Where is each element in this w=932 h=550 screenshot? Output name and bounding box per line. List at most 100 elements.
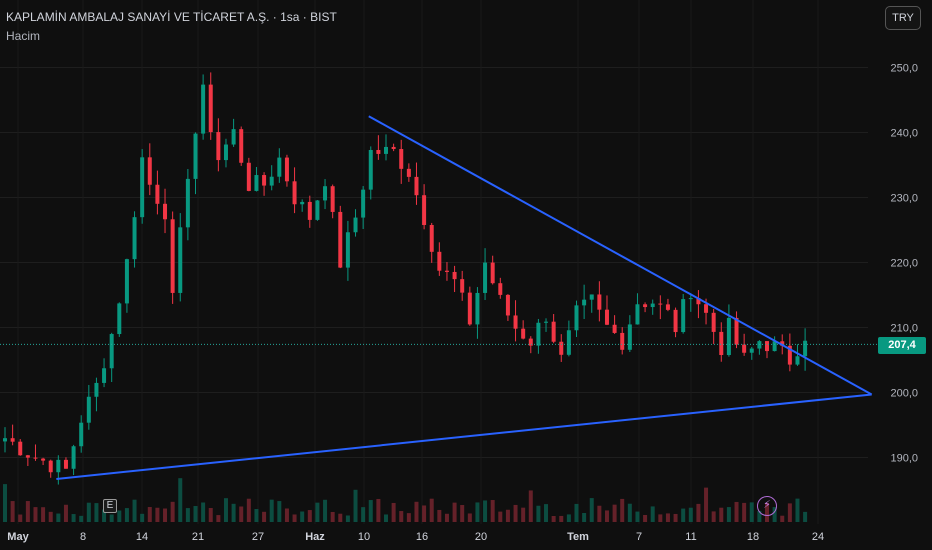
candle-body (498, 283, 503, 295)
candle-body (444, 270, 449, 272)
currency-button[interactable]: TRY (885, 6, 921, 30)
volume-bar (262, 511, 267, 522)
y-tick-label: 250,0 (890, 63, 918, 75)
volume-bar (284, 508, 289, 522)
volume-bar (551, 515, 556, 522)
x-tick-label: 7 (636, 531, 642, 543)
candle-body (765, 341, 769, 352)
candle-body (521, 328, 526, 339)
candle-body (3, 438, 7, 442)
volume-bar (33, 507, 38, 522)
volume-bar (604, 510, 609, 522)
volume-bar (239, 506, 244, 522)
candle-body (772, 341, 777, 352)
chart-title: KAPLAMİN AMBALAJ SANAYİ VE TİCARET A.Ş. … (6, 10, 337, 24)
volume-bar (124, 508, 129, 522)
candle-body (140, 157, 145, 218)
volume-bar (422, 505, 427, 522)
trendlines[interactable] (56, 115, 873, 480)
candle-body (56, 459, 61, 473)
candle-body (353, 217, 358, 233)
candle-body (688, 298, 693, 300)
volume-bar (521, 507, 526, 522)
candle-body (696, 298, 701, 305)
volume-bar (63, 504, 68, 522)
volume-bar (635, 511, 640, 522)
candle-body (239, 129, 244, 163)
candle-body (719, 331, 724, 356)
volume-bar (658, 514, 663, 522)
candle-body (704, 304, 709, 313)
x-tick-label: 14 (136, 531, 148, 543)
candle-body (544, 321, 549, 323)
y-tick-label: 240,0 (890, 128, 918, 140)
y-tick-label: 230,0 (890, 193, 918, 205)
volume-bar (300, 511, 305, 522)
volume-bar (795, 498, 800, 522)
candle-body (650, 303, 655, 308)
candle-body (284, 157, 289, 182)
y-axis: 190,0 200,0 210,0 220,0 230,0 240,0 250,0 (890, 63, 918, 465)
volume-bar (566, 514, 571, 522)
volume-indicator-label[interactable]: Hacim (6, 29, 41, 43)
lightning-icon[interactable]: ⚡ (757, 496, 777, 516)
candle-body (193, 133, 198, 179)
volume-bar (56, 513, 61, 522)
volume-bar (208, 508, 213, 522)
volume-bar (338, 513, 343, 522)
candle-body (338, 211, 343, 268)
candle-body (399, 149, 404, 169)
volume-bar (292, 514, 297, 522)
trendline-lower (56, 393, 872, 480)
earnings-marker[interactable]: E (103, 499, 117, 513)
volume-bar (719, 507, 724, 522)
volume-bar (688, 507, 693, 522)
candle-body (391, 146, 396, 150)
volume-bar (414, 501, 419, 522)
candle-body (384, 146, 388, 154)
volume-bar (544, 504, 549, 522)
volume-bar (399, 511, 404, 522)
candle-body (223, 144, 228, 161)
volume-bar (673, 513, 678, 522)
candle-body (559, 341, 564, 355)
y-tick-label: 220,0 (890, 258, 918, 270)
candle-body (749, 348, 754, 353)
volume-bar (574, 503, 579, 522)
volume-bar (147, 507, 152, 522)
x-tick-label: 16 (416, 531, 428, 543)
volume-bar (18, 514, 23, 522)
volume-bar (704, 487, 709, 522)
volume-bar (277, 501, 282, 522)
volume-bar (10, 501, 15, 522)
volume-bar (376, 498, 381, 522)
volume-bar (269, 499, 274, 522)
volume-bar (254, 508, 259, 522)
candle-body (795, 356, 800, 365)
volume-bar (41, 507, 46, 522)
candle-body (483, 262, 488, 293)
volume-bar (330, 511, 335, 522)
candle-body (429, 224, 434, 252)
candle-body (681, 299, 686, 333)
candle-body (467, 292, 472, 325)
candle-body (597, 294, 602, 310)
candles (3, 72, 808, 485)
volume-bar (460, 505, 465, 522)
x-tick-label: 20 (475, 531, 487, 543)
candle-body (216, 132, 221, 161)
y-tick-label: 190,0 (890, 453, 918, 465)
volume-bar (48, 511, 53, 522)
candle-body (665, 304, 670, 310)
volume-bars (3, 478, 808, 522)
candle-body (620, 332, 625, 350)
volume-bar (216, 515, 221, 522)
x-tick-label: 8 (80, 531, 86, 543)
candle-body (376, 149, 381, 154)
volume-bar (467, 513, 472, 522)
candle-body (201, 84, 206, 134)
volume-bar (345, 515, 350, 522)
candle-body (254, 175, 259, 191)
candle-body (536, 322, 541, 346)
